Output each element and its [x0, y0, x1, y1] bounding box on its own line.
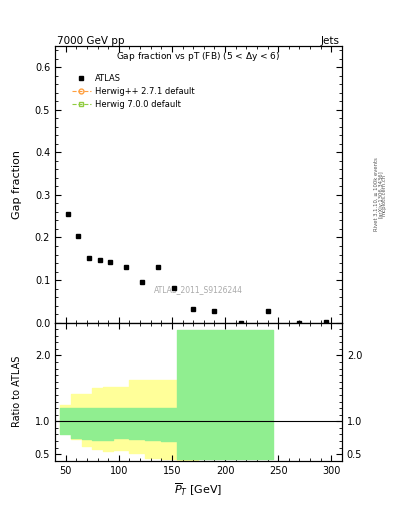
Text: Rivet 3.1.10, ≥ 100k events: Rivet 3.1.10, ≥ 100k events [374, 158, 378, 231]
Text: 7000 GeV pp: 7000 GeV pp [57, 36, 125, 46]
X-axis label: $\overline{P}_T$ [GeV]: $\overline{P}_T$ [GeV] [174, 481, 222, 498]
Legend: ATLAS, Herwig++ 2.7.1 default, Herwig 7.0.0 default: ATLAS, Herwig++ 2.7.1 default, Herwig 7.… [69, 71, 198, 113]
Text: Jets: Jets [321, 36, 340, 46]
Y-axis label: Ratio to ATLAS: Ratio to ATLAS [12, 356, 22, 428]
Text: ATLAS_2011_S9126244: ATLAS_2011_S9126244 [154, 285, 243, 294]
Text: [arXiv:1306.3436]: [arXiv:1306.3436] [378, 170, 382, 219]
Text: mcplots.cern.ch: mcplots.cern.ch [382, 174, 386, 216]
Text: Gap fraction vs pT (FB) (5 < $\Delta$y < 6): Gap fraction vs pT (FB) (5 < $\Delta$y <… [116, 50, 281, 63]
Y-axis label: Gap fraction: Gap fraction [12, 150, 22, 219]
